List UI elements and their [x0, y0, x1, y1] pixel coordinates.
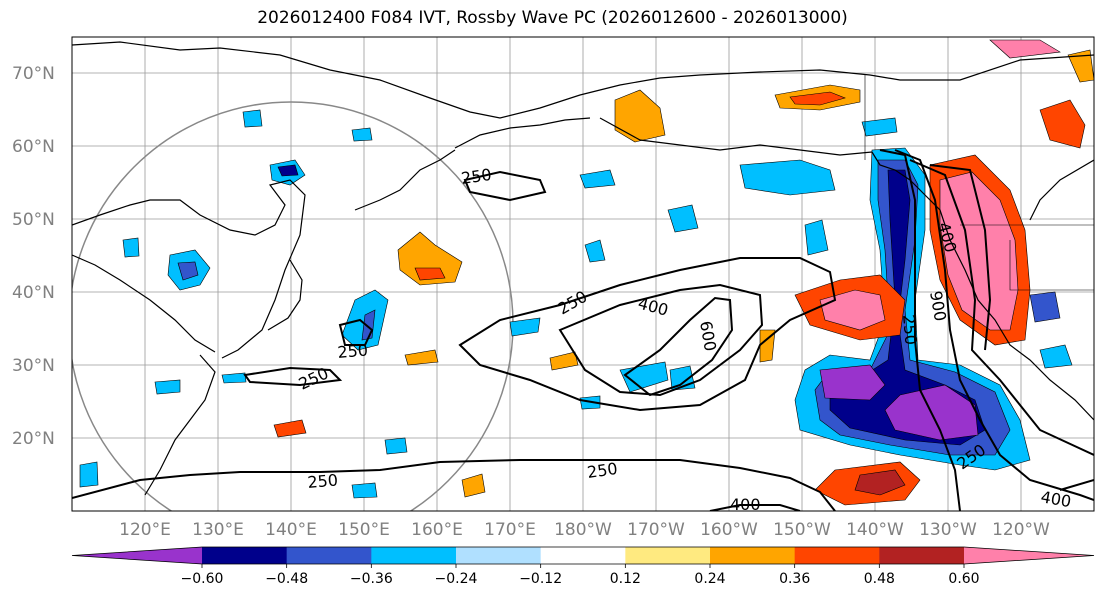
colorbar-bin	[540, 547, 626, 564]
colorbar-bin	[371, 547, 457, 564]
lon-label: 120°E	[119, 520, 171, 540]
colorbar-bin	[710, 547, 796, 564]
colorbar-bin	[625, 547, 711, 564]
lon-label: 130°E	[192, 520, 244, 540]
contour-labels: 250 400 600 250 250 250 250 400 900 250 …	[296, 165, 1073, 514]
colorbar-bin	[456, 547, 542, 564]
colorbar: −0.60 −0.48 −0.36 −0.24 −0.12 0.12 0.24 0.36 0.4…	[71, 546, 1095, 587]
colorbar-tick-label: 0.36	[779, 571, 810, 587]
colorbar-bin	[964, 547, 1094, 564]
colorbar-tick-label: 0.60	[948, 571, 979, 587]
lon-label: 160°E	[411, 520, 463, 540]
lat-label: 60°N	[12, 137, 55, 157]
colorbar-bin	[794, 547, 880, 564]
contour-label: 250	[586, 459, 619, 482]
longitude-labels: 120°E 130°E 140°E 150°E 160°E 170°E 180°…	[119, 520, 1050, 540]
contour-label: 250	[460, 165, 493, 188]
lon-label: 140°W	[846, 520, 904, 540]
map-body: 250 400 600 250 250 250 250 400 900 250 …	[72, 37, 1094, 514]
ivt-shading	[79, 39, 1094, 506]
contour-label: 400	[636, 294, 670, 320]
contour-label: 400	[1039, 487, 1072, 511]
colorbar-tick-label: −0.48	[265, 571, 308, 587]
colorbar-bin	[72, 547, 202, 564]
latitude-labels: 70°N 60°N 50°N 40°N 30°N 20°N	[12, 64, 55, 449]
lon-label: 160°W	[700, 520, 758, 540]
colorbar-tick-label: −0.24	[435, 571, 478, 587]
lon-label: 170°W	[627, 520, 685, 540]
contour-label: 250	[899, 314, 921, 346]
colorbar-bin	[286, 547, 372, 564]
positive-coast-inner	[939, 171, 1019, 331]
lat-label: 70°N	[12, 64, 55, 84]
colorbar-tick-label: 0.24	[694, 571, 725, 587]
negative-core	[819, 364, 886, 401]
borders	[864, 75, 1094, 291]
contour-label: 250	[307, 470, 339, 492]
coastlines	[72, 41, 1094, 496]
positive-mid-inner	[819, 289, 886, 331]
lon-label: 140°E	[265, 520, 317, 540]
lon-label: 170°E	[484, 520, 536, 540]
colorbar-tick-label: −0.60	[181, 571, 224, 587]
contour-label: 600	[696, 319, 720, 352]
colorbar-tick-label: −0.36	[350, 571, 393, 587]
colorbar-tick-label: 0.48	[864, 571, 895, 587]
lon-label: 130°W	[919, 520, 977, 540]
lat-label: 50°N	[12, 210, 55, 230]
contour-label: 400	[730, 495, 761, 514]
colorbar-tick-label: 0.12	[610, 571, 641, 587]
lon-label: 120°W	[992, 520, 1050, 540]
lon-label: 150°W	[773, 520, 831, 540]
lat-label: 20°N	[12, 429, 55, 449]
colorbar-bin	[879, 547, 965, 564]
map-frame	[71, 36, 1095, 512]
ivt-contours	[72, 149, 1094, 511]
colorbar-bin	[202, 547, 288, 564]
lat-label: 30°N	[12, 356, 55, 376]
map-title: 2026012400 F084 IVT, Rossby Wave PC (202…	[257, 8, 848, 28]
colorbar-tick-label: −0.12	[519, 571, 562, 587]
contour-label: 250	[555, 287, 591, 319]
lon-label: 150°E	[338, 520, 390, 540]
lon-label: 180°W	[554, 520, 612, 540]
contour-label: 250	[337, 340, 369, 362]
lat-label: 40°N	[12, 283, 55, 303]
contour-label: 900	[926, 289, 950, 322]
positive-south-inner	[854, 469, 906, 496]
